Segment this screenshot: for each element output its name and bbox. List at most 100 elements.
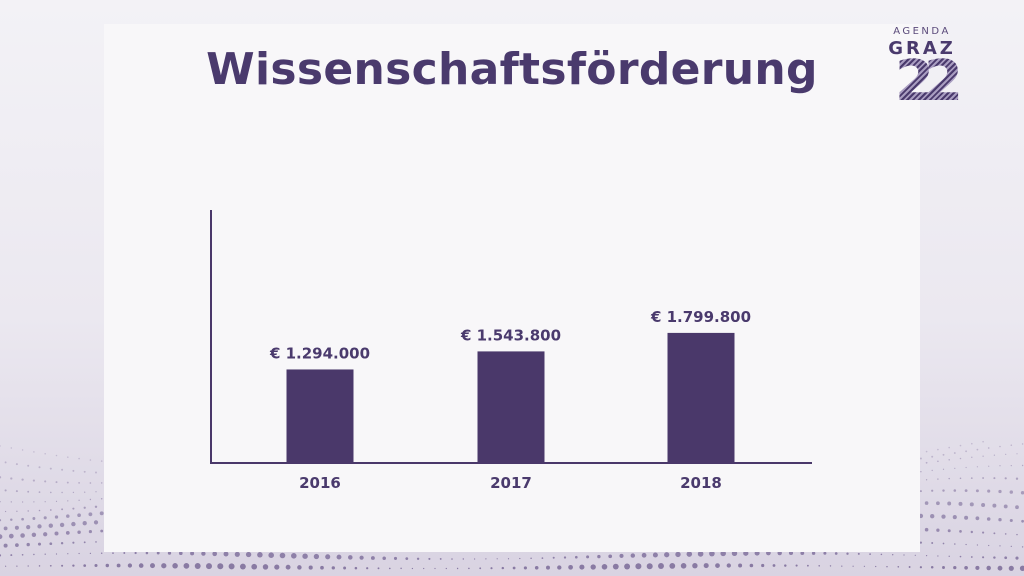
background-dot xyxy=(715,563,720,568)
background-dot xyxy=(55,454,58,457)
background-dot xyxy=(490,567,493,570)
background-dot xyxy=(382,556,386,560)
background-dot xyxy=(959,477,962,480)
background-dot xyxy=(697,551,704,557)
background-dot xyxy=(10,501,12,503)
background-dot xyxy=(931,542,934,544)
background-dot xyxy=(507,558,510,560)
background-dot xyxy=(388,567,391,570)
background-dot xyxy=(37,524,42,529)
background-dot xyxy=(987,489,991,493)
background-dot xyxy=(982,440,984,443)
background-dot xyxy=(27,510,29,512)
slide-title: Wissenschaftsförderung xyxy=(206,44,818,95)
background-dot xyxy=(976,466,979,468)
background-dot xyxy=(167,551,172,555)
background-dot xyxy=(795,564,798,567)
background-dot xyxy=(975,565,980,570)
background-dot xyxy=(21,501,24,503)
background-dot xyxy=(82,521,87,526)
background-dot xyxy=(1004,533,1007,535)
background-dot xyxy=(936,528,940,532)
background-dot xyxy=(15,543,19,547)
background-dot xyxy=(541,557,544,559)
background-dot xyxy=(942,566,945,569)
background-dot xyxy=(982,556,985,559)
background-dot xyxy=(937,555,939,557)
background-dot xyxy=(530,557,532,560)
logo-line-graz: GRAZ xyxy=(888,38,956,59)
background-dot xyxy=(1015,556,1019,560)
background-dot xyxy=(112,552,114,554)
background-dot xyxy=(942,489,945,492)
background-dot xyxy=(377,567,380,570)
background-dot xyxy=(49,467,52,470)
background-dot xyxy=(37,542,42,546)
background-dot xyxy=(669,563,676,569)
background-dot xyxy=(975,516,980,521)
background-dot xyxy=(33,451,35,453)
background-dot xyxy=(439,557,442,560)
background-dot xyxy=(100,482,103,484)
background-dot xyxy=(919,490,922,493)
background-dot xyxy=(924,501,929,505)
background-dot xyxy=(512,566,516,570)
background-dot xyxy=(72,564,75,567)
background-dot xyxy=(920,470,922,473)
background-dot xyxy=(55,553,58,555)
background-dot xyxy=(863,565,866,567)
background-dot xyxy=(251,563,258,570)
background-dot xyxy=(93,520,99,525)
background-dot xyxy=(3,526,8,531)
background-dot xyxy=(405,557,409,560)
background-dot xyxy=(88,512,93,517)
background-dot xyxy=(641,552,647,558)
background-dot xyxy=(150,563,155,569)
background-dot xyxy=(71,521,76,527)
background-dot xyxy=(89,459,92,461)
background-dot xyxy=(726,563,731,568)
background-dot xyxy=(72,507,75,510)
background-dot xyxy=(10,447,13,449)
background-dot xyxy=(451,558,453,560)
background-dot xyxy=(680,563,687,569)
background-dot xyxy=(0,476,2,479)
background-dot xyxy=(44,452,46,455)
background-dot xyxy=(1021,443,1024,445)
background-dot xyxy=(10,518,13,521)
background-dot xyxy=(948,555,950,557)
background-dot xyxy=(49,564,52,567)
background-dot xyxy=(546,565,550,570)
background-dot xyxy=(44,480,47,483)
background-dot xyxy=(83,564,87,567)
background-dot xyxy=(1009,490,1013,494)
background-dot xyxy=(61,564,64,567)
background-dot xyxy=(485,558,487,560)
background-dot xyxy=(49,542,53,546)
background-dot xyxy=(423,567,425,570)
background-dot xyxy=(161,563,167,569)
background-dot xyxy=(268,552,274,558)
background-dot xyxy=(519,557,521,560)
background-dot xyxy=(89,482,92,484)
background-dot xyxy=(597,554,601,559)
background-dot xyxy=(969,502,974,507)
background-dot xyxy=(49,509,52,511)
background-dot xyxy=(954,543,956,545)
background-dot xyxy=(228,563,235,570)
background-dot xyxy=(999,445,1001,448)
background-dot xyxy=(4,489,7,492)
background-dot xyxy=(1008,565,1014,571)
background-dot xyxy=(496,558,498,560)
background-dot xyxy=(988,544,990,547)
background-dot xyxy=(178,551,183,556)
background-dot xyxy=(31,532,37,538)
background-dot xyxy=(14,525,19,530)
background-dot xyxy=(38,466,41,469)
background-dot xyxy=(937,478,939,480)
background-dot xyxy=(958,501,963,506)
background-dot xyxy=(568,564,573,570)
background-dot xyxy=(976,544,979,546)
background-dot xyxy=(971,442,973,445)
background-dot xyxy=(105,563,110,568)
